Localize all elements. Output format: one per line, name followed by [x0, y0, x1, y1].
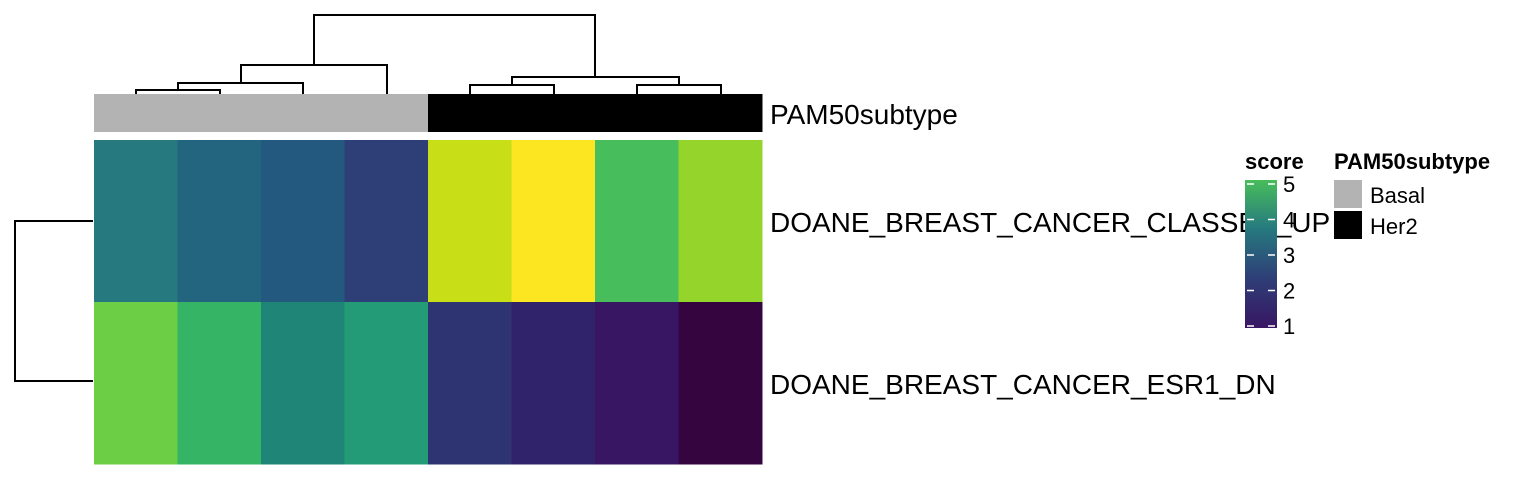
heatmap-cell — [511, 140, 596, 303]
column-dendrogram-branch — [511, 76, 680, 85]
row-label-classes-up: DOANE_BREAST_CANCER_CLASSES_UP — [770, 207, 1330, 238]
annotation-cell-her2 — [511, 94, 596, 132]
score-colorbar — [1245, 180, 1277, 328]
legend-swatch-her2 — [1334, 211, 1362, 239]
column-dendrogram-clean — [135, 14, 722, 94]
legend-label-her2: Her2 — [1370, 214, 1418, 239]
heatmap-cell — [428, 302, 512, 465]
heatmap-cell — [428, 140, 512, 303]
column-dendrogram-branch — [177, 82, 304, 94]
legend-swatch-basal — [1334, 180, 1362, 208]
column-dendrogram-branch — [469, 84, 555, 94]
heatmap-cell — [261, 140, 345, 303]
annotation-bar — [94, 94, 763, 132]
score-tick-label: 1 — [1283, 314, 1295, 339]
subtype-legend-title: PAM50subtype — [1334, 149, 1490, 174]
heatmap-cell — [678, 302, 763, 465]
annotation-cell-her2 — [428, 94, 512, 132]
column-dendrogram-branch — [240, 64, 388, 94]
heatmap-cell — [344, 140, 429, 303]
annotation-cell-basal — [344, 94, 429, 132]
column-dendrogram-branch — [636, 84, 722, 94]
annotation-cell-basal — [94, 94, 178, 132]
annotation-label: PAM50subtype — [770, 99, 958, 130]
legend-label-basal: Basal — [1370, 183, 1425, 208]
heatmap-cells — [94, 140, 763, 465]
column-dendrogram-branch — [313, 14, 596, 78]
heatmap-cell — [261, 302, 345, 465]
column-dendrogram-branch — [135, 89, 221, 94]
score-tick-label: 2 — [1283, 279, 1295, 304]
score-tick-label: 5 — [1283, 172, 1295, 197]
heatmap-cell — [511, 302, 596, 465]
annotation-cell-her2 — [595, 94, 679, 132]
heatmap-cell — [678, 140, 763, 303]
annotation-cell-basal — [177, 94, 262, 132]
heatmap-cell — [94, 140, 178, 303]
row-dendrogram — [14, 220, 93, 382]
heatmap-cell — [94, 302, 178, 465]
score-tick-label: 4 — [1283, 208, 1295, 233]
score-legend: score 5 4 3 2 1 — [1245, 149, 1304, 339]
heatmap-cell — [177, 302, 262, 465]
score-legend-title: score — [1245, 149, 1304, 174]
score-ticks: 5 4 3 2 1 — [1247, 172, 1295, 339]
heatmap-cell — [595, 302, 679, 465]
score-tick-label: 3 — [1283, 243, 1295, 268]
row-label-esr1-dn: DOANE_BREAST_CANCER_ESR1_DN — [770, 369, 1276, 400]
heatmap-cell — [344, 302, 429, 465]
annotation-cell-her2 — [678, 94, 763, 132]
annotation-cell-basal — [261, 94, 345, 132]
heatmap-cell — [595, 140, 679, 303]
heatmap-cell — [177, 140, 262, 303]
subtype-legend: PAM50subtype Basal Her2 — [1334, 149, 1490, 239]
